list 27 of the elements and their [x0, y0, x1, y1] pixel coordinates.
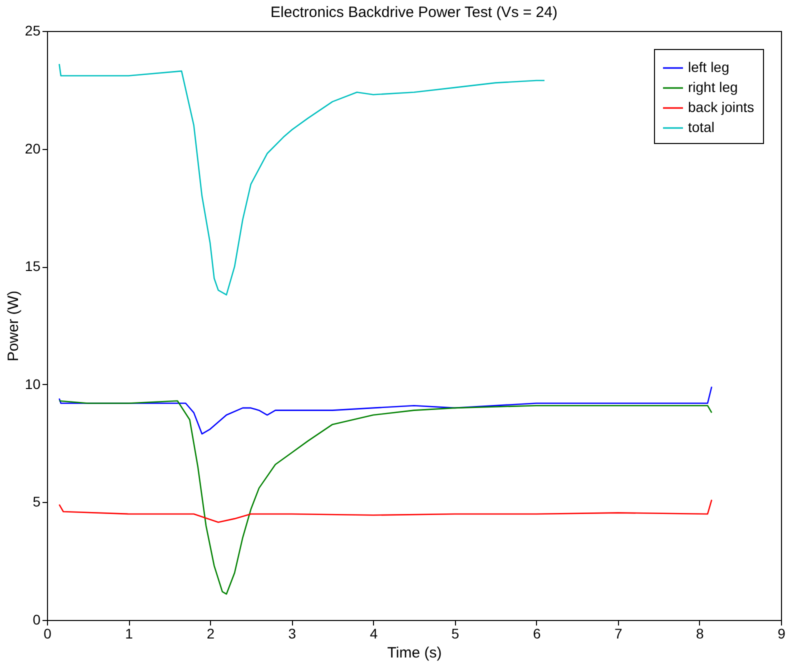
x-tick-label: 3	[288, 626, 296, 642]
line-series	[58, 63, 546, 296]
y-tick-label: 25	[24, 22, 41, 38]
x-tick-label: 8	[696, 626, 704, 642]
x-tick-label: 7	[614, 626, 622, 642]
x-tick-label: 5	[451, 626, 460, 642]
y-axis-title: Power (W)	[4, 290, 22, 362]
legend-label: back joints	[688, 99, 754, 115]
x-tick-label: 9	[778, 626, 786, 642]
line-series	[58, 386, 712, 435]
legend-label: total	[688, 119, 714, 135]
x-tick-label: 1	[125, 626, 134, 642]
y-tick-label: 20	[24, 140, 41, 156]
legend-label: right leg	[688, 79, 738, 95]
x-tick-label: 4	[370, 626, 378, 642]
x-axis-title: Time (s)	[387, 644, 442, 662]
y-tick-label: 10	[24, 376, 41, 392]
y-tick-label: 0	[32, 612, 41, 628]
legend-label: left leg	[688, 59, 730, 75]
x-tick-label: 2	[206, 626, 215, 642]
line-series	[58, 499, 712, 523]
y-tick-label: 15	[24, 258, 41, 274]
line-series	[58, 400, 712, 595]
chart-title: Electronics Backdrive Power Test (Vs = 24)	[270, 4, 558, 21]
x-tick-label: 0	[44, 626, 52, 642]
x-tick-label: 6	[532, 626, 541, 642]
y-tick-label: 5	[32, 494, 41, 510]
